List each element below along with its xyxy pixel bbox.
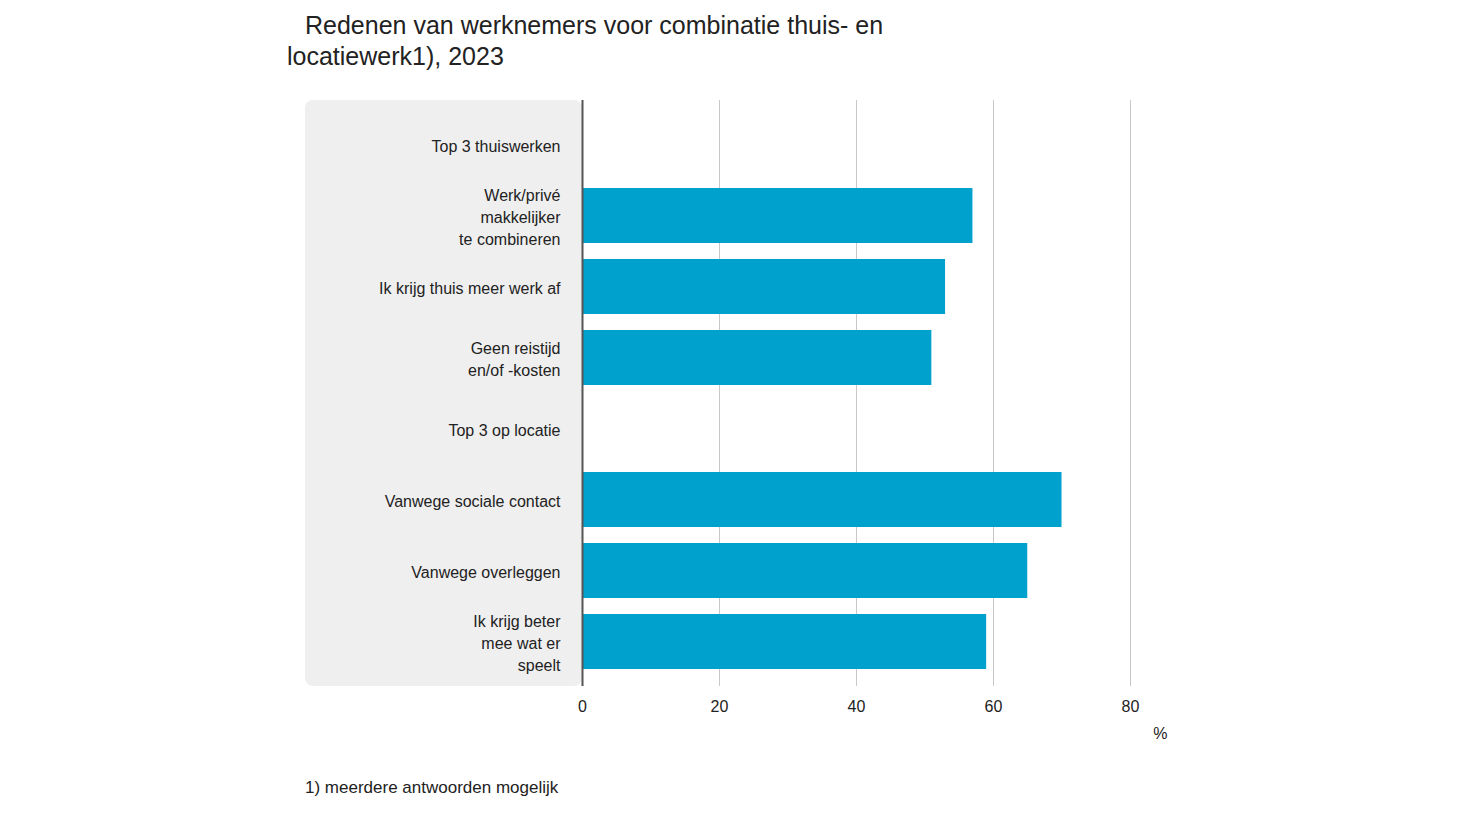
svg-text:Top 3 thuiswerken: Top 3 thuiswerken [432,138,561,155]
html-text:Redenen van werknemers voor co: Redenen van werknemers voor combinatie t… [287,11,884,70]
svg-text:Vanwege overleggen: Vanwege overleggen [411,564,560,581]
svg-text:%: % [1153,725,1167,742]
svg-text:Ik krijg betermee wat erspeelt: Ik krijg betermee wat erspeelt [473,613,561,673]
html-text:1) meerdere antwoorden mogelij: 1) meerdere antwoorden mogelijk [305,778,559,797]
svg-text:60: 60 [985,698,1003,715]
svg-text:Top 3 op locatie: Top 3 op locatie [448,422,560,439]
svg-text:Vanwege sociale contact: Vanwege sociale contact [385,493,561,510]
svg-text:Werk/privémakkelijkerte combin: Werk/privémakkelijkerte combineren [459,187,561,247]
svg-text:40: 40 [848,698,866,715]
svg-text:80: 80 [1122,698,1140,715]
svg-text:Geen reistijden/of -kosten: Geen reistijden/of -kosten [468,340,561,379]
svg-text:20: 20 [711,698,729,715]
svg-text:Ik krijg thuis meer werk af: Ik krijg thuis meer werk af [379,280,561,297]
svg-text:0: 0 [578,698,587,715]
